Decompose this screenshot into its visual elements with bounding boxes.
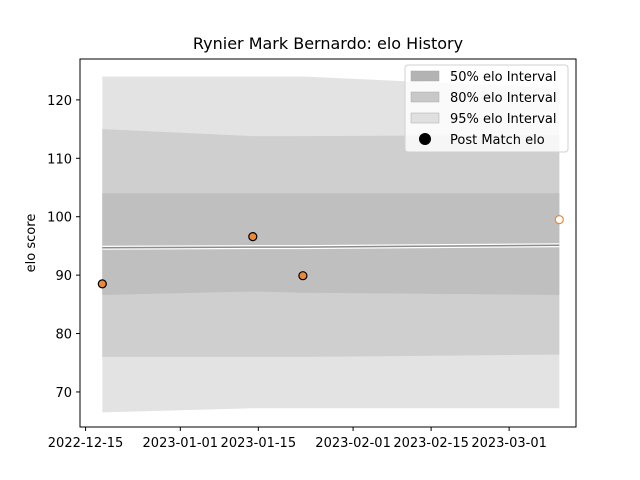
- legend-label-4: Post Match elo: [450, 133, 545, 148]
- legend-label-1: 50% elo Interval: [450, 70, 557, 85]
- interval-band-3: [102, 193, 560, 295]
- x-tick-label-1: 2022-12-15: [48, 436, 124, 451]
- plot-frame: [79, 58, 577, 428]
- x-tick-label-3: 2023-01-15: [221, 436, 297, 451]
- legend-swatch-1: [410, 70, 440, 82]
- y-tick-label-3: 90: [55, 269, 72, 284]
- y-tick-label-2: 80: [55, 328, 72, 343]
- y-tick-label-5: 110: [47, 152, 72, 167]
- y-tick-label-6: 120: [47, 94, 72, 109]
- data-point-2: [248, 232, 258, 242]
- data-point-1: [97, 279, 107, 289]
- data-points: [97, 215, 564, 289]
- interval-bands: [102, 76, 560, 413]
- x-tick-label-2: 2023-01-01: [143, 436, 219, 451]
- x-tick-label-4: 2023-02-01: [315, 436, 391, 451]
- legend-swatch-3: [410, 112, 440, 124]
- y-tick-label-1: 70: [55, 386, 72, 401]
- legend-box: [404, 64, 569, 153]
- legend-label-2: 80% elo Interval: [450, 91, 557, 106]
- y-axis-label: elo score: [24, 214, 39, 273]
- legend: 50% elo Interval 80% elo Interval 95% elo …: [404, 64, 569, 153]
- data-point-4: [554, 215, 564, 225]
- x-tick-label-6: 2023-03-01: [471, 436, 547, 451]
- legend-label-3: 95% elo Interval: [450, 112, 557, 127]
- median-line: [102, 244, 560, 249]
- median-line-group: [102, 243, 560, 250]
- chart-title: Rynier Mark Bernardo: elo History: [193, 34, 463, 53]
- x-tick-label-5: 2023-02-15: [393, 436, 469, 451]
- data-point-3: [298, 271, 308, 281]
- y-tick-label-4: 100: [47, 211, 72, 226]
- legend-swatch-2: [410, 91, 440, 103]
- legend-marker-4: [419, 133, 431, 145]
